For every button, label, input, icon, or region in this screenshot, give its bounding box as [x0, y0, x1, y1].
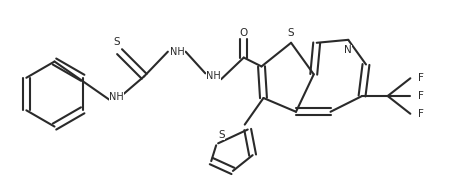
- Text: F: F: [418, 109, 424, 119]
- Text: F: F: [418, 73, 424, 83]
- Text: O: O: [240, 28, 248, 38]
- Text: S: S: [288, 28, 294, 38]
- Text: S: S: [219, 130, 225, 140]
- Text: NH: NH: [170, 47, 185, 57]
- Text: S: S: [113, 37, 120, 47]
- Text: F: F: [418, 91, 424, 101]
- Text: N: N: [344, 45, 352, 55]
- Text: NH: NH: [109, 92, 124, 102]
- Text: NH: NH: [206, 71, 221, 81]
